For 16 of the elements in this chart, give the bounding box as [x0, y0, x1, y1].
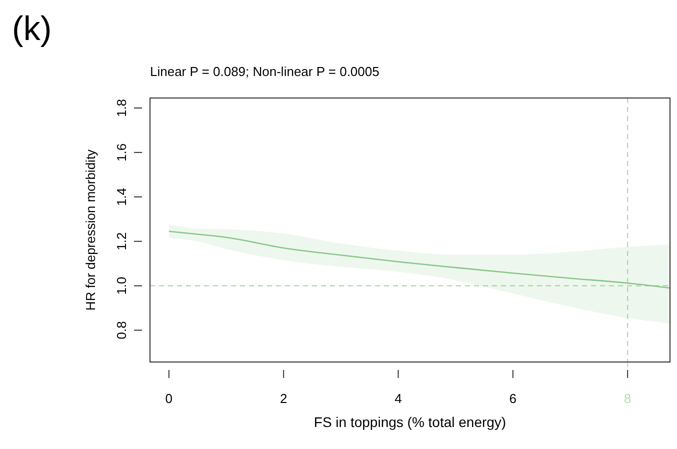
- x-tick-label: 6: [509, 391, 517, 406]
- y-tick-label: 1.6: [114, 143, 129, 162]
- y-tick-label: 1.4: [114, 188, 129, 206]
- text: (k): [12, 10, 52, 48]
- y-axis-title: HR for depression morbidity: [83, 148, 98, 311]
- y-tick-label: 1.0: [114, 276, 129, 295]
- x-axis-title: FS in toppings (% total energy): [314, 414, 506, 430]
- chart-title: Linear P = 0.089; Non-linear P = 0.0005: [150, 64, 380, 79]
- y-tick-label: 1.8: [114, 98, 129, 118]
- x-tick-label: 8: [624, 391, 632, 406]
- x-tick-label: 4: [394, 391, 402, 406]
- x-tick-label: 0: [165, 391, 173, 406]
- y-tick-label: 1.2: [114, 232, 129, 250]
- line-series: [168, 230, 670, 289]
- y-tick-label: 0.8: [114, 321, 129, 340]
- x-tick-label: 2: [280, 391, 288, 406]
